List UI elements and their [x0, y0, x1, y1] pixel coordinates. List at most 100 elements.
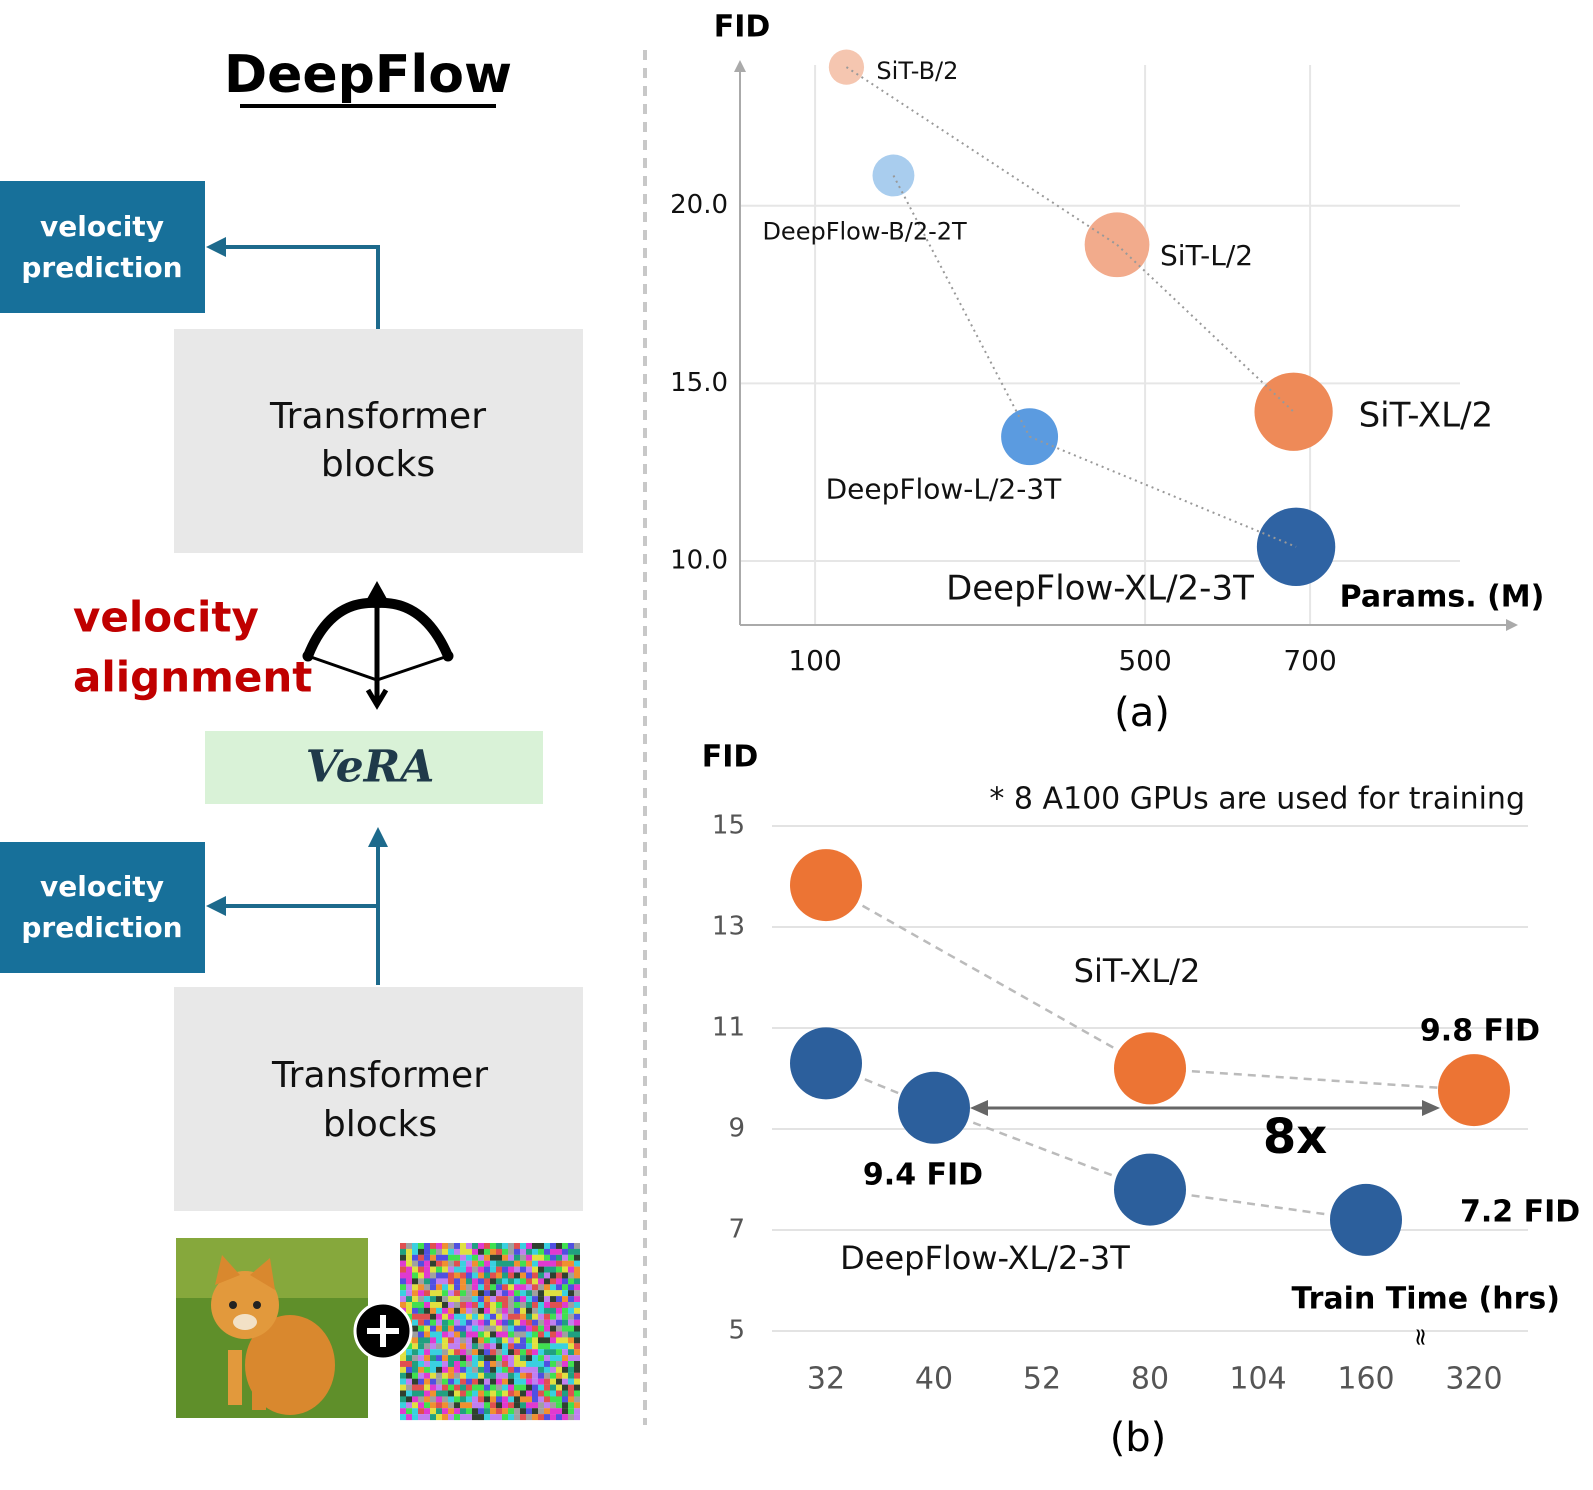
noise-pixel	[484, 1325, 490, 1332]
noise-pixel	[460, 1402, 466, 1409]
noise-pixel	[520, 1378, 526, 1385]
noise-pixel	[496, 1408, 502, 1415]
noise-pixel	[436, 1243, 442, 1249]
noise-pixel	[454, 1248, 460, 1255]
noise-pixel	[502, 1402, 508, 1409]
noise-pixel	[526, 1366, 532, 1373]
noise-pixel	[526, 1414, 532, 1421]
noise-pixel	[406, 1248, 412, 1255]
noise-pixel	[466, 1260, 472, 1267]
noise-pixel	[538, 1390, 544, 1397]
noise-pixel	[442, 1337, 448, 1344]
noise-pixel	[550, 1390, 556, 1397]
y-tick-label: 11	[712, 1013, 745, 1043]
noise-pixel	[406, 1243, 412, 1249]
noise-pixel	[460, 1349, 466, 1356]
output-label: velocity	[40, 210, 164, 243]
noise-pixel	[514, 1343, 520, 1350]
noise-pixel	[466, 1408, 472, 1415]
noise-pixel	[418, 1248, 424, 1255]
noise-pixel	[484, 1355, 490, 1362]
noise-pixel	[424, 1349, 430, 1356]
noise-pixel	[550, 1384, 556, 1391]
noise-pixel	[508, 1319, 514, 1326]
noise-pixel	[418, 1260, 424, 1267]
noise-pixel	[550, 1243, 556, 1249]
noise-pixel	[424, 1361, 430, 1367]
y-tick-label: 7	[728, 1215, 745, 1245]
noise-pixel	[520, 1414, 526, 1421]
noise-pixel	[562, 1272, 568, 1279]
noise-pixel	[478, 1372, 484, 1379]
noise-pixel	[448, 1302, 454, 1308]
noise-pixel	[550, 1414, 556, 1421]
noise-pixel	[466, 1331, 472, 1338]
noise-pixel	[454, 1384, 460, 1391]
noise-pixel	[544, 1366, 550, 1373]
noise-pixel	[442, 1408, 448, 1415]
noise-pixel	[478, 1272, 484, 1279]
noise-pixel	[502, 1272, 508, 1279]
noise-pixel	[454, 1319, 460, 1326]
point	[1114, 1032, 1186, 1105]
noise-pixel	[442, 1272, 448, 1279]
noise-pixel	[574, 1284, 580, 1291]
noise-pixel	[538, 1254, 544, 1261]
noise-pixel	[568, 1302, 574, 1308]
noise-pixel	[502, 1384, 508, 1391]
noise-pixel	[460, 1355, 466, 1362]
noise-pixel	[514, 1337, 520, 1344]
noise-pixel	[496, 1254, 502, 1261]
y-tick-label: 9	[728, 1114, 745, 1144]
noise-pixel	[496, 1313, 502, 1320]
noise-pixel	[532, 1284, 538, 1291]
noise-pixel	[454, 1331, 460, 1338]
noise-pixel	[514, 1361, 520, 1367]
noise-pixel	[466, 1313, 472, 1320]
value-label: 7.2 FID	[1460, 1194, 1580, 1229]
noise-pixel	[550, 1349, 556, 1356]
noise-pixel	[532, 1402, 538, 1409]
noise-pixel	[406, 1366, 412, 1373]
noise-pixel	[472, 1408, 478, 1415]
noise-pixel	[424, 1296, 430, 1303]
noise-pixel	[574, 1372, 580, 1379]
noise-pixel	[412, 1296, 418, 1303]
noise-pixel	[526, 1290, 532, 1297]
noise-pixel	[562, 1319, 568, 1326]
noise-pixel	[460, 1260, 466, 1267]
noise-pixel	[442, 1361, 448, 1367]
noise-pixel	[544, 1272, 550, 1279]
noise-pixel	[454, 1290, 460, 1297]
noise-pixel	[430, 1402, 436, 1409]
x-axis-arrow	[1506, 619, 1518, 631]
noise-pixel	[490, 1284, 496, 1291]
noise-pixel	[436, 1349, 442, 1356]
noise-pixel	[568, 1402, 574, 1409]
noise-pixel	[490, 1390, 496, 1397]
noise-pixel	[520, 1408, 526, 1415]
noise-pixel	[472, 1243, 478, 1249]
noise-pixel	[406, 1355, 412, 1362]
noise-pixel	[454, 1408, 460, 1415]
noise-pixel	[502, 1396, 508, 1403]
noise-pixel	[514, 1355, 520, 1362]
noise-pixel	[544, 1313, 550, 1320]
noise-pixel	[436, 1248, 442, 1255]
noise-pixel	[556, 1331, 562, 1338]
noise-pixel	[508, 1414, 514, 1421]
noise-pixel	[484, 1349, 490, 1356]
noise-pixel	[418, 1302, 424, 1308]
x-tick-label: 52	[1023, 1362, 1061, 1397]
noise-pixel	[478, 1260, 484, 1267]
noise-pixel	[538, 1296, 544, 1303]
noise-pixel	[568, 1408, 574, 1415]
noise-pixel	[574, 1366, 580, 1373]
noise-pixel	[568, 1307, 574, 1314]
noise-pixel	[448, 1402, 454, 1409]
noise-pixel	[544, 1349, 550, 1356]
noise-pixel	[484, 1414, 490, 1421]
noise-pixel	[430, 1396, 436, 1403]
noise-pixel	[466, 1414, 472, 1421]
